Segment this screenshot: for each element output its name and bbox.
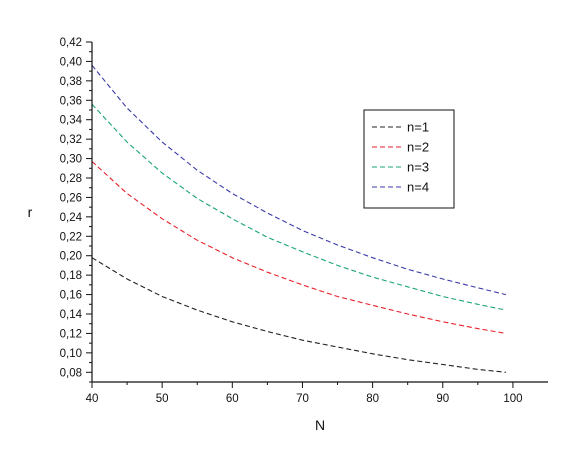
y-tick-label: 0,18 bbox=[60, 270, 82, 282]
legend-label: n=2 bbox=[407, 140, 429, 155]
y-tick-label: 0,16 bbox=[60, 290, 82, 302]
y-tick-label: 0,38 bbox=[60, 76, 82, 88]
x-tick-label: 70 bbox=[296, 393, 309, 405]
x-tick-label: 50 bbox=[156, 393, 169, 405]
y-tick-label: 0,12 bbox=[60, 328, 82, 340]
y-tick-label: 0,14 bbox=[60, 309, 83, 321]
y-tick-label: 0,42 bbox=[60, 37, 82, 49]
y-axis-title: r bbox=[28, 204, 33, 220]
series-line-n=3 bbox=[91, 103, 507, 311]
y-tick-label: 0,36 bbox=[60, 95, 82, 107]
y-tick-label: 0,28 bbox=[60, 173, 82, 185]
y-tick-label: 0,20 bbox=[60, 251, 82, 263]
y-tick-label: 0,26 bbox=[60, 192, 82, 204]
x-tick-label: 40 bbox=[86, 393, 99, 405]
y-tick-label: 0,30 bbox=[60, 154, 82, 166]
y-tick-label: 0,08 bbox=[60, 367, 82, 379]
x-tick-label: 90 bbox=[436, 393, 449, 405]
y-tick-label: 0,10 bbox=[60, 348, 82, 360]
legend: n=1 n=2 n=3 n=4 bbox=[363, 109, 455, 209]
legend-label: n=1 bbox=[407, 120, 429, 135]
x-axis-title: N bbox=[315, 417, 325, 433]
x-tick-label: 80 bbox=[366, 393, 379, 405]
legend-label: n=3 bbox=[407, 160, 429, 175]
legend-label: n=4 bbox=[407, 180, 429, 195]
x-tick-label: 100 bbox=[503, 393, 522, 405]
y-tick-label: 0,34 bbox=[60, 115, 83, 127]
series-line-n=2 bbox=[91, 161, 506, 334]
legend-box bbox=[363, 109, 455, 209]
x-tick-label: 60 bbox=[226, 393, 239, 405]
y-tick-label: 0,24 bbox=[60, 212, 83, 224]
y-ticks: 0,08 0,10 0,12 0,14 0,16 0,18 0,20 0,22 0,24 0,26… bbox=[60, 37, 92, 383]
plot-area: 40 50 60 70 80 90 100 0,08 0,10 0,12 0,14 0,16 0,18… bbox=[60, 37, 548, 405]
series-line-n=1 bbox=[91, 257, 506, 373]
y-tick-label: 0,40 bbox=[60, 56, 82, 68]
legend-items: n=1 n=2 n=3 n=4 bbox=[372, 120, 429, 195]
y-tick-label: 0,22 bbox=[60, 231, 82, 243]
series-layer bbox=[91, 64, 507, 373]
series-line-n=4 bbox=[91, 64, 507, 296]
y-tick-label: 0,32 bbox=[60, 134, 82, 146]
x-ticks: 40 50 60 70 80 90 100 bbox=[86, 382, 523, 405]
